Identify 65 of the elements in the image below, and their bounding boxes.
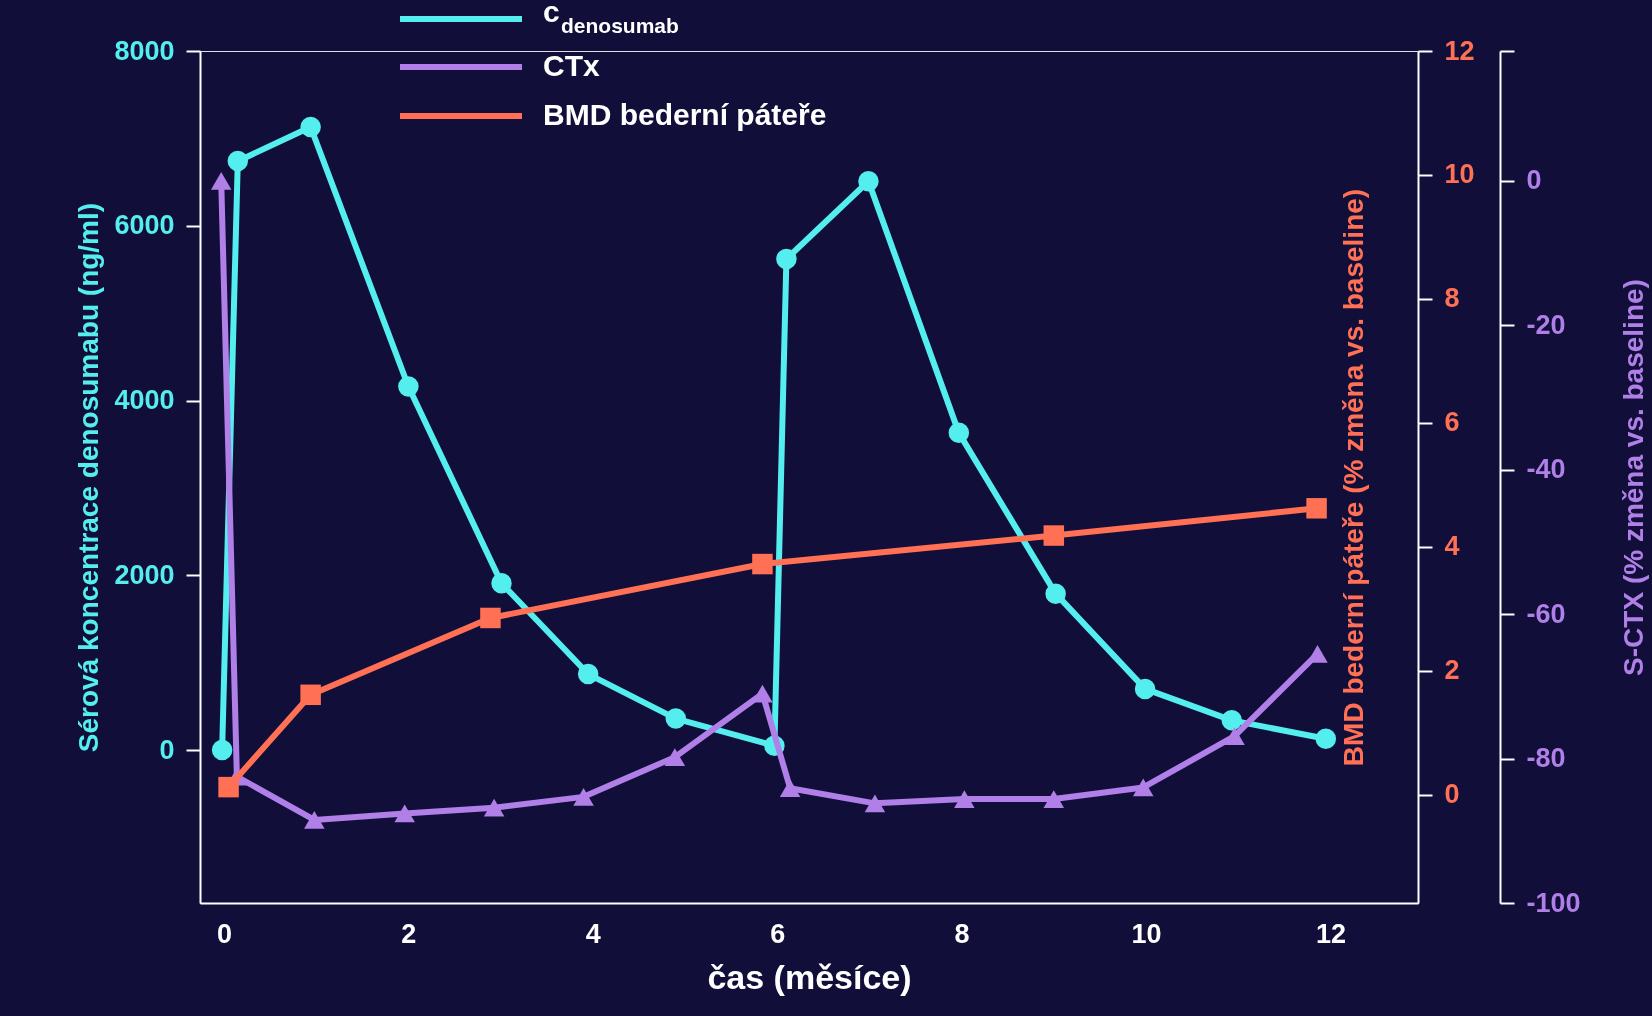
y2-tick-label: 0 bbox=[1444, 779, 1460, 810]
point bbox=[1306, 498, 1327, 519]
y-tick-label: 8000 bbox=[114, 35, 175, 66]
point bbox=[779, 779, 801, 798]
point bbox=[1132, 778, 1154, 797]
y2-tick-label: 12 bbox=[1444, 35, 1475, 66]
y3-tick-label: -80 bbox=[1526, 743, 1566, 774]
point bbox=[483, 798, 505, 817]
y-tick-label: 0 bbox=[159, 734, 175, 765]
point bbox=[1224, 727, 1245, 746]
y3-tick-label: -100 bbox=[1526, 887, 1581, 918]
y-tick-label: 6000 bbox=[114, 210, 175, 241]
point bbox=[491, 572, 512, 594]
point bbox=[1315, 728, 1337, 749]
y2-tick-label: 2 bbox=[1444, 655, 1460, 686]
point bbox=[398, 376, 419, 397]
x-tick-label: 10 bbox=[1131, 918, 1162, 949]
x-tick-label: 12 bbox=[1315, 918, 1346, 949]
point bbox=[664, 748, 686, 767]
y2-tick-label: 8 bbox=[1444, 283, 1460, 314]
point bbox=[394, 804, 415, 823]
point bbox=[210, 172, 232, 190]
point bbox=[304, 811, 325, 829]
legend-label: BMD bederní páteře bbox=[543, 98, 827, 131]
y3-axis-title: S-CTX (% změna vs. baseline) bbox=[1617, 279, 1649, 676]
x-axis-title: čas (měsíce) bbox=[707, 957, 912, 996]
point bbox=[1134, 678, 1156, 700]
y-axis-title: Sérová koncentrace denosumabu (ng/ml) bbox=[73, 202, 105, 753]
y2-axis-title: BMD bederní páteře (% změna vs. baseline) bbox=[1337, 188, 1369, 767]
point bbox=[300, 684, 321, 706]
point bbox=[864, 794, 886, 813]
y2-tick-label: 6 bbox=[1444, 407, 1460, 438]
point bbox=[577, 663, 599, 685]
point bbox=[211, 739, 233, 761]
point bbox=[1045, 583, 1066, 604]
point bbox=[858, 170, 879, 192]
point bbox=[1043, 525, 1065, 546]
point bbox=[776, 248, 797, 270]
x-tick-label: 4 bbox=[585, 918, 601, 949]
x-tick-label: 8 bbox=[954, 918, 970, 949]
point bbox=[300, 116, 321, 138]
point bbox=[752, 553, 773, 575]
x-tick-label: 2 bbox=[401, 918, 417, 949]
y3-tick-label: 0 bbox=[1526, 165, 1542, 196]
point bbox=[954, 790, 975, 808]
x-tick-label: 6 bbox=[770, 918, 786, 949]
y2-tick-label: 10 bbox=[1444, 159, 1475, 190]
x-tick-label: 0 bbox=[216, 918, 232, 949]
y-tick-label: 2000 bbox=[114, 559, 175, 590]
point bbox=[1307, 645, 1328, 663]
point bbox=[1221, 710, 1242, 731]
point bbox=[752, 684, 773, 703]
point bbox=[948, 422, 970, 444]
y-tick-label: 4000 bbox=[114, 385, 175, 416]
point bbox=[227, 150, 249, 172]
y2-tick-label: 4 bbox=[1444, 531, 1460, 562]
legend-label: CTx bbox=[543, 49, 600, 82]
point bbox=[573, 787, 594, 806]
point bbox=[480, 607, 501, 629]
y3-tick-label: -20 bbox=[1526, 309, 1566, 340]
y3-tick-label: -60 bbox=[1526, 598, 1566, 629]
y3-tick-label: -40 bbox=[1526, 454, 1566, 485]
point bbox=[1043, 790, 1065, 808]
point bbox=[665, 708, 687, 729]
point bbox=[218, 776, 239, 798]
